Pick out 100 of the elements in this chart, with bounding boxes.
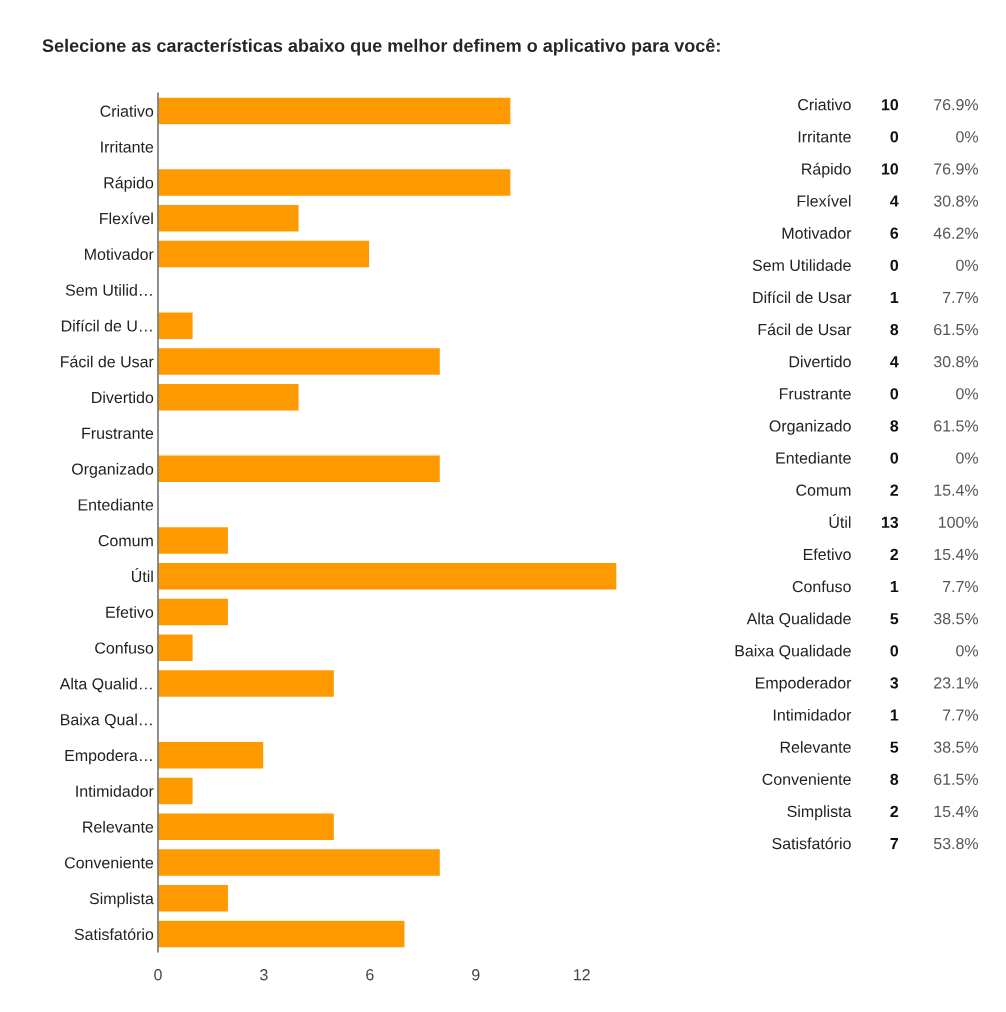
bar: [158, 561, 617, 591]
data-label: 3: [890, 677, 899, 689]
y-tick-label: Efetivo: [106, 606, 154, 618]
y-tick-label: Rápido: [104, 176, 154, 192]
bar: [158, 740, 265, 770]
data-label: 23.1%: [934, 677, 979, 689]
data-label: 76.9%: [934, 163, 979, 175]
y-tick-label: Difícil de U…: [61, 319, 152, 332]
data-label: 0: [890, 388, 899, 400]
y-tick-label: Simplista: [89, 892, 154, 908]
data-label: 0%: [956, 388, 979, 400]
bar: [158, 239, 371, 269]
category-label: Satisfatório: [772, 837, 851, 850]
x-tick-label: 3: [260, 969, 268, 981]
data-label: 4: [890, 356, 899, 368]
y-tick-label: Entediante: [78, 498, 154, 511]
bar: [158, 310, 195, 341]
data-label: 7.7%: [943, 709, 979, 721]
data-label: 15.4%: [934, 805, 979, 818]
data-label: 0%: [956, 452, 979, 464]
data-label: 8: [890, 420, 899, 432]
data-label: 38.5%: [933, 613, 979, 625]
data-label: 76.9%: [934, 99, 979, 111]
category-label: Alta Qualidade: [746, 612, 851, 628]
data-label: 0: [890, 645, 899, 657]
data-label: 61.5%: [934, 420, 979, 432]
category-label: Intimidador: [773, 708, 852, 721]
data-label: 7: [890, 838, 899, 850]
data-label: 30.8%: [933, 356, 979, 368]
data-label: 0%: [956, 259, 979, 271]
category-label: Organizado: [769, 419, 851, 435]
category-label: Flexível: [797, 194, 851, 207]
category-label: Entediante: [776, 451, 851, 464]
bar: [158, 203, 300, 233]
data-label: 1: [890, 709, 899, 721]
bar: [158, 346, 442, 377]
data-label: 0%: [956, 131, 979, 143]
y-tick-label: Útil: [132, 568, 153, 583]
y-tick-label: Irritante: [101, 140, 154, 153]
bar: [158, 96, 512, 126]
data-label: 10: [881, 99, 899, 111]
y-tick-label: Alta Qualid…: [59, 677, 152, 693]
bar: [158, 883, 230, 913]
y-tick-label: Conveniente: [64, 856, 154, 869]
bar: [158, 668, 336, 699]
data-label: 0: [890, 131, 899, 143]
category-label: Útil: [829, 513, 851, 528]
chart-title: Selecione as características abaixo que melhor definem o aplicativo para você:: [42, 38, 720, 56]
data-label: 38.5%: [933, 741, 979, 753]
y-tick-label: Empodera…: [65, 749, 152, 765]
data-label: 5: [890, 741, 899, 753]
y-tick-label: Organizado: [72, 463, 154, 478]
data-label: 2: [890, 484, 899, 496]
category-label: Divertido: [789, 355, 851, 368]
bar: [158, 633, 195, 663]
data-label: 2: [890, 548, 899, 560]
category-label: Rápido: [802, 162, 851, 178]
data-label: 1: [890, 581, 899, 593]
category-label: Baixa Qualidade: [735, 644, 851, 660]
y-tick-label: Motivador: [85, 248, 154, 261]
category-label: Irritante: [798, 130, 851, 143]
data-label: 8: [890, 323, 899, 336]
category-label: Empoderador: [755, 676, 852, 692]
category-label: Simplista: [787, 805, 852, 821]
y-tick-label: Sem Utilid…: [65, 284, 152, 296]
y-tick-label: Baixa Qual…: [61, 713, 152, 729]
y-tick-label: Flexível: [100, 212, 153, 225]
y-tick-label: Relevante: [83, 820, 154, 833]
bar: [158, 167, 512, 198]
bar: [158, 597, 230, 627]
bar: [158, 919, 406, 949]
x-tick-label: 6: [366, 969, 374, 981]
category-label: Difícil de Usar: [753, 291, 852, 304]
category-label: Motivador: [782, 227, 852, 239]
category-label: Fácil de Usar: [758, 323, 852, 336]
category-label: Sem Utilidade: [752, 259, 851, 271]
data-label: 1: [890, 291, 899, 303]
data-label: 7.7%: [943, 580, 979, 593]
data-label: 6: [890, 227, 899, 239]
y-tick-label: Criativo: [100, 105, 154, 117]
data-label: 100%: [938, 516, 979, 528]
y-tick-label: Divertido: [92, 391, 154, 404]
bar: [158, 382, 300, 412]
data-label: 61.5%: [934, 323, 979, 336]
bar: [158, 776, 195, 806]
bar: [158, 454, 442, 484]
data-label: 53.8%: [933, 837, 979, 850]
y-tick-label: Confuso: [95, 642, 154, 654]
data-label: 15.4%: [934, 548, 979, 561]
category-label: Conveniente: [762, 773, 851, 785]
y-tick-label: Comum: [98, 535, 153, 547]
data-label: 0%: [956, 645, 979, 657]
data-label: 61.5%: [934, 773, 979, 785]
x-tick-label: 0: [154, 969, 162, 981]
data-label: 7.7%: [943, 291, 979, 304]
x-tick-label: 12: [574, 969, 590, 981]
data-label: 46.2%: [933, 227, 979, 239]
data-label: 2: [890, 805, 899, 817]
category-label: Criativo: [798, 98, 851, 111]
data-label: 13: [881, 516, 899, 528]
